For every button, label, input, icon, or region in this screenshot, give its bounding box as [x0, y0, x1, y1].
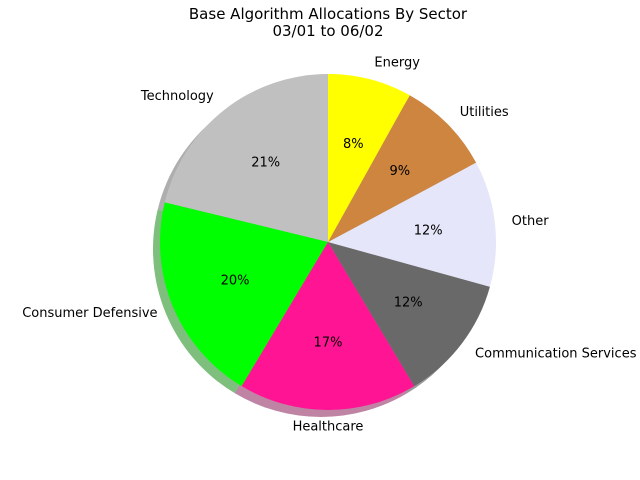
slice-consumer-defensive: [160, 202, 328, 387]
slice-label-technology: Technology: [140, 89, 214, 104]
slice-pct-consumer-defensive: 20%: [221, 273, 250, 288]
slice-pct-other: 12%: [414, 223, 443, 238]
slice-pct-technology: 21%: [251, 155, 280, 170]
slice-pct-energy: 8%: [343, 137, 364, 152]
pie-slices: [160, 74, 496, 410]
slice-communication-services: [328, 242, 490, 387]
chart-subtitle: 03/01 to 06/02: [272, 22, 383, 40]
slice-label-consumer-defensive: Consumer Defensive: [22, 306, 157, 321]
slice-label-other: Other: [512, 214, 550, 229]
slice-technology: [164, 74, 328, 242]
slice-pct-utilities: 9%: [390, 164, 411, 179]
chart-title: Base Algorithm Allocations By Sector: [189, 5, 468, 23]
slice-energy: [328, 74, 410, 242]
pie-labels: Technology 21% Consumer Defensive 20% Health…: [22, 56, 636, 435]
slice-label-energy: Energy: [374, 56, 420, 71]
slice-utilities: [328, 95, 477, 243]
slice-healthcare: [241, 242, 415, 410]
slice-label-healthcare: Healthcare: [293, 419, 364, 434]
slice-label-communication-services: Communication Services: [475, 346, 637, 361]
slice-other: [328, 162, 496, 287]
slice-label-utilities: Utilities: [460, 105, 509, 120]
slice-pct-healthcare: 17%: [314, 335, 343, 350]
slice-pct-communication-services: 12%: [394, 296, 423, 311]
